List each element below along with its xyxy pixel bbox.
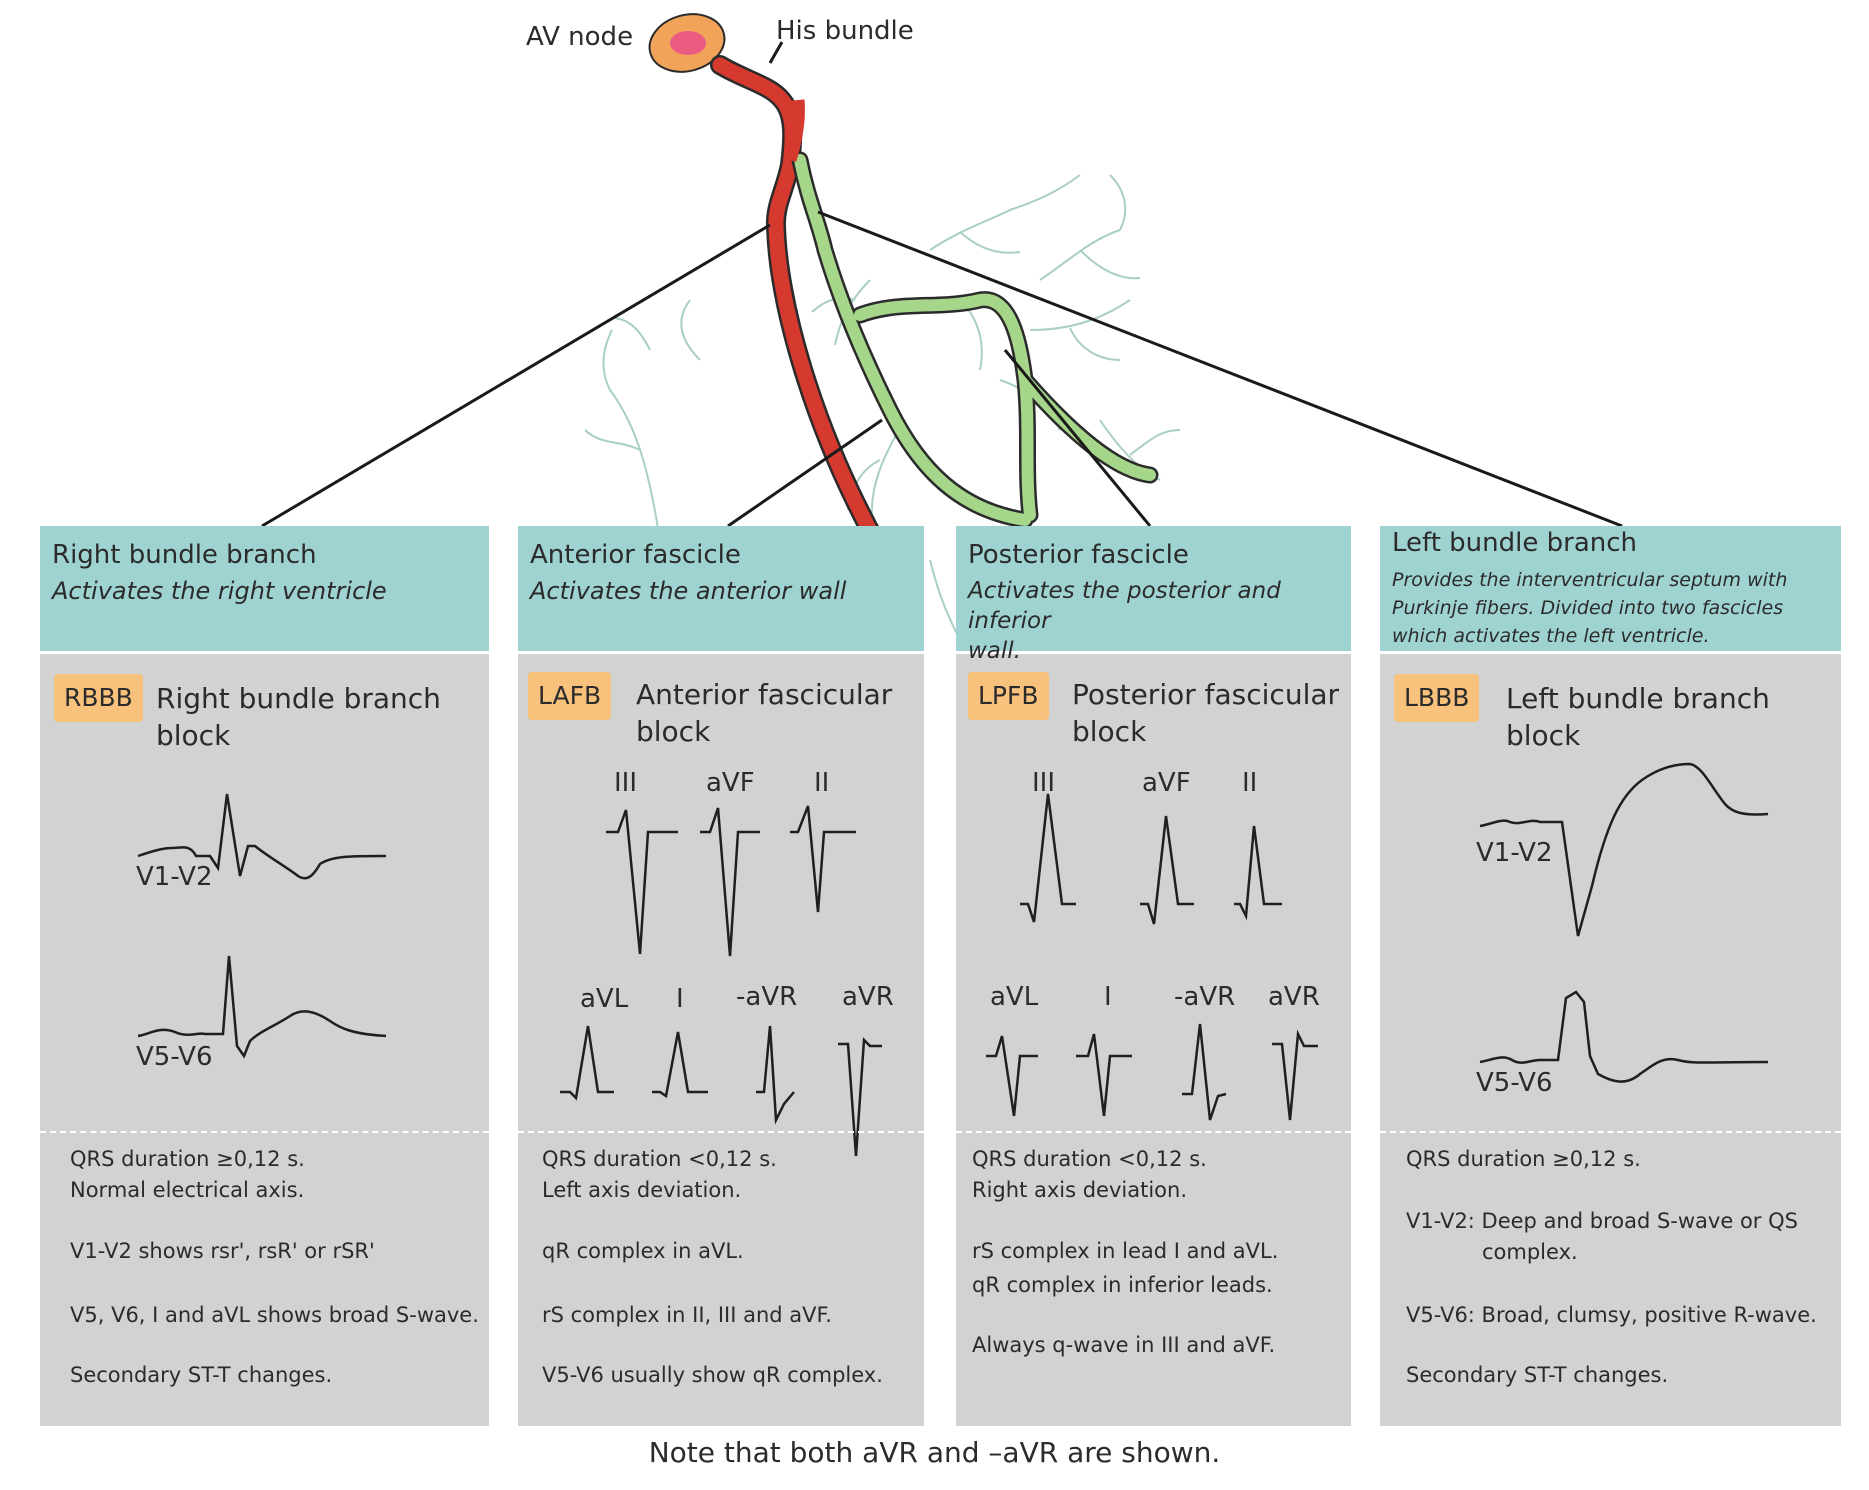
ecg-trace-v1-v2 xyxy=(1479,762,1769,937)
block-name: Left bundle branch block xyxy=(1506,682,1770,752)
lead-label-v1-v2: V1-V2 xyxy=(1476,838,1553,868)
panel-subtitle: Activates the anterior wall xyxy=(530,577,847,605)
panel-subtitle: Activates the posterior and inferior wal… xyxy=(968,578,1281,664)
panel-header: Right bundle branch Activates the right … xyxy=(40,526,489,654)
panel-lafb: Anterior fascicle Activates the anterior… xyxy=(518,526,924,1426)
ecg-trace-avr xyxy=(1272,1029,1318,1121)
ecg-trace-i xyxy=(1076,1033,1132,1117)
ecg-trace-avf xyxy=(700,807,760,957)
lead-label-avr: aVR xyxy=(1268,982,1320,1012)
lead-label-iii: III xyxy=(1032,768,1056,798)
ecg-tracings xyxy=(986,793,1318,1121)
criteria-line: Secondary ST-T changes. xyxy=(70,1363,333,1387)
criteria-line: QRS duration <0,12 s. xyxy=(972,1147,1207,1171)
purkinje-fibers xyxy=(584,174,1181,641)
ecg-trace-avf xyxy=(1140,815,1194,925)
criteria-line: QRS duration ≥0,12 s. xyxy=(1406,1147,1641,1171)
criteria-line: Left axis deviation. xyxy=(542,1178,742,1202)
ecg-tracings xyxy=(137,793,387,1059)
dashed-divider xyxy=(956,1131,1351,1133)
panel-title: Left bundle branch xyxy=(1392,528,1638,558)
criteria-line: V5, V6, I and aVL shows broad S-wave. xyxy=(70,1303,479,1327)
ecg-trace-v5-v6 xyxy=(1479,990,1769,1083)
criteria-line: V5-V6 usually show qR complex. xyxy=(542,1363,883,1387)
ecg-trace-neg-avr xyxy=(1182,1023,1227,1121)
lead-label-neg-avr: -aVR xyxy=(736,982,798,1012)
panel-title: Posterior fascicle xyxy=(968,540,1189,570)
panel-title: Right bundle branch xyxy=(52,540,317,570)
criteria-line: complex. xyxy=(1482,1240,1578,1264)
criteria-line: qR complex in inferior leads. xyxy=(972,1273,1273,1297)
lead-label-i: I xyxy=(1104,982,1112,1012)
ecg-trace-ii xyxy=(790,805,856,913)
ecg-trace-iii xyxy=(1020,793,1076,923)
his-bundle-label: His bundle xyxy=(776,16,914,46)
abbreviation-badge: LAFB xyxy=(528,672,612,720)
footnote: Note that both aVR and –aVR are shown. xyxy=(648,1436,1221,1469)
lead-label-v1-v2: V1-V2 xyxy=(136,862,213,892)
lead-label-neg-avr: -aVR xyxy=(1174,982,1236,1012)
dashed-divider xyxy=(1380,1131,1841,1133)
panel-subtitle: Provides the interventricular septum wit… xyxy=(1392,569,1788,647)
lead-label-avl: aVL xyxy=(580,984,629,1014)
ecg-trace-avl xyxy=(560,1025,614,1101)
panel-rbbb: Right bundle branch Activates the right … xyxy=(40,526,489,1426)
criteria-line: QRS duration ≥0,12 s. xyxy=(70,1147,305,1171)
criteria-line: V1-V2 shows rsr', rsR' or rSR' xyxy=(70,1239,375,1263)
abbreviation-badge: LBBB xyxy=(1394,674,1480,722)
lead-label-v5-v6: V5-V6 xyxy=(1476,1068,1553,1098)
ecg-tracings xyxy=(560,805,882,1157)
criteria-line: qR complex in aVL. xyxy=(542,1239,744,1263)
abbreviation-badge: RBBB xyxy=(54,674,143,722)
ecg-trace-iii xyxy=(606,809,678,955)
lead-label-ii: II xyxy=(814,768,830,798)
panel-title: Anterior fascicle xyxy=(530,540,741,570)
criteria-line: V5-V6: Broad, clumsy, positive R-wave. xyxy=(1406,1303,1817,1327)
ecg-tracings xyxy=(1479,762,1769,1083)
ecg-trace-avl xyxy=(986,1035,1038,1117)
ecg-trace-avr xyxy=(838,1037,882,1157)
lead-label-ii: II xyxy=(1242,768,1258,798)
lead-label-avf: aVF xyxy=(1142,768,1191,798)
lead-label-v5-v6: V5-V6 xyxy=(136,1042,213,1072)
panel-header: Anterior fascicle Activates the anterior… xyxy=(518,526,924,654)
ecg-trace-ii xyxy=(1234,825,1282,921)
av-node-label: AV node xyxy=(526,22,634,52)
block-name: Posterior fascicular block xyxy=(1072,678,1340,748)
ecg-trace-v5-v6 xyxy=(137,955,387,1059)
dashed-divider xyxy=(40,1131,489,1133)
panel-subtitle: Activates the right ventricle xyxy=(52,577,387,605)
abbreviation-badge: LPFB xyxy=(968,672,1049,720)
ecg-trace-v1-v2 xyxy=(137,793,387,880)
panel-header: Left bundle branch Provides the interven… xyxy=(1380,526,1841,654)
dashed-divider xyxy=(518,1131,924,1133)
lead-label-iii: III xyxy=(614,768,638,798)
ecg-trace-neg-avr xyxy=(756,1025,795,1125)
lead-label-avr: aVR xyxy=(842,982,894,1012)
leader-lines xyxy=(261,41,1623,528)
criteria-line: Normal electrical axis. xyxy=(70,1178,305,1202)
lead-label-avl: aVL xyxy=(990,982,1039,1012)
criteria-line: Right axis deviation. xyxy=(972,1178,1188,1202)
block-name: Anterior fascicular block xyxy=(636,678,893,748)
criteria-line: QRS duration <0,12 s. xyxy=(542,1147,777,1171)
criteria-line: Always q-wave in III and aVF. xyxy=(972,1333,1276,1357)
ecg-trace-i xyxy=(652,1031,708,1099)
lead-label-avf: aVF xyxy=(706,768,755,798)
criteria-line: rS complex in II, III and aVF. xyxy=(542,1303,832,1327)
panel-header: Posterior fascicle Activates the posteri… xyxy=(956,526,1351,664)
criteria-line: Secondary ST-T changes. xyxy=(1406,1363,1669,1387)
criteria-line: rS complex in lead I and aVL. xyxy=(972,1239,1279,1263)
criteria-line: V1-V2: Deep and broad S-wave or QS xyxy=(1406,1209,1798,1233)
block-name: Right bundle branch block xyxy=(156,682,441,752)
panel-lbbb: Left bundle branch Provides the interven… xyxy=(1380,526,1841,1426)
lead-label-i: I xyxy=(676,984,684,1014)
panel-lpfb: Posterior fascicle Activates the posteri… xyxy=(956,526,1351,1426)
